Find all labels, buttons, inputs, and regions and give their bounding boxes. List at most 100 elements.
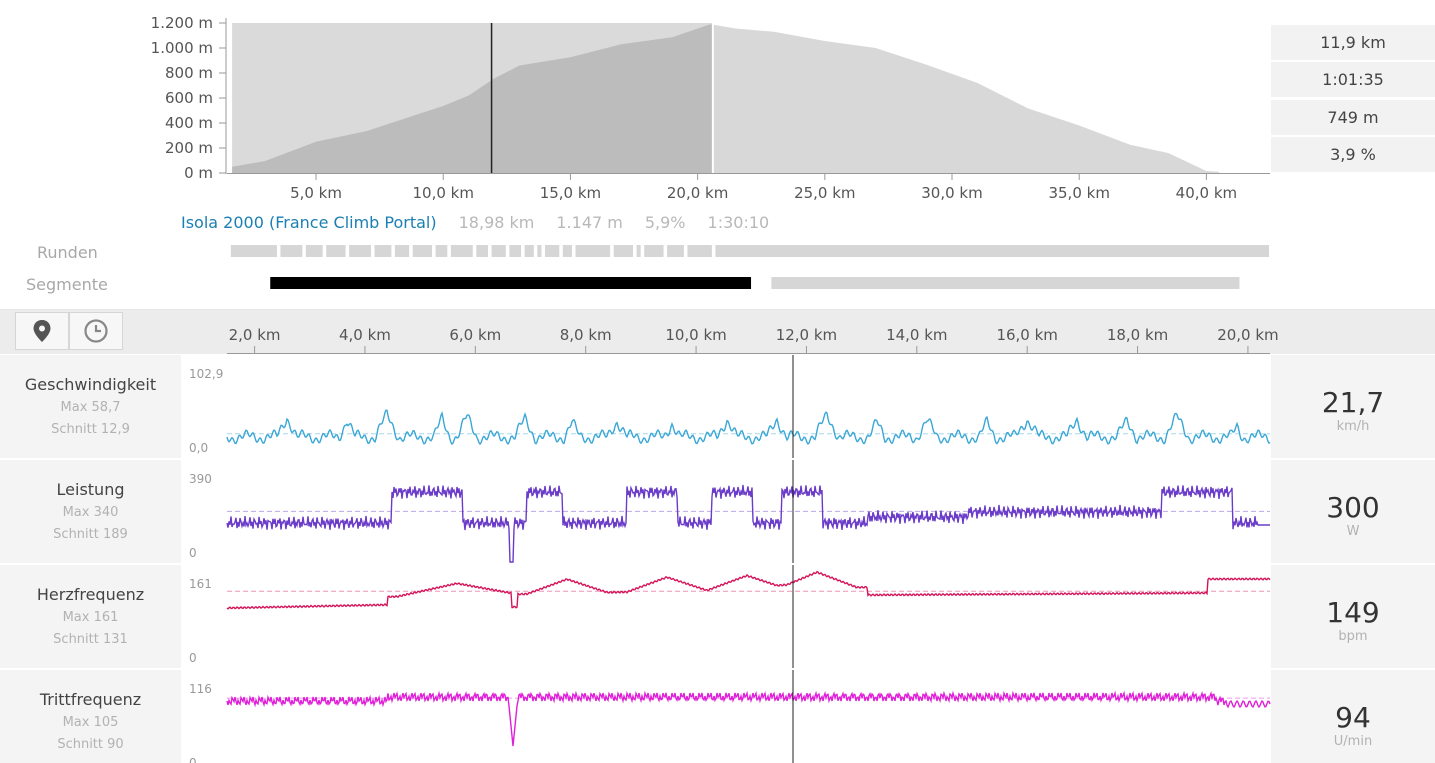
distance-axis-tick: 10,0 km [665,326,726,344]
elevation-x-tick: 10,0 km [412,184,473,202]
metric-series-line [226,409,1271,446]
distance-axis-tick: 14,0 km [886,326,947,344]
segment-time: 1:30:10 [707,213,770,232]
time-view-button[interactable] [69,312,123,350]
lap-bar[interactable] [374,245,392,257]
metric-y-min: 0 [189,756,197,763]
elevation-x-tick: 15,0 km [540,184,601,202]
lap-bar[interactable] [613,245,634,257]
lap-bar[interactable] [435,245,448,257]
clock-icon [84,319,108,343]
metric-y-min: 0 [189,651,197,665]
metric-current-value: 21,7 [1321,386,1385,419]
lap-bar[interactable] [636,245,641,257]
elevation-overview: 1.200 m 1.000 m 800 m 600 m 400 m 200 m 0 m 5,… [0,0,1435,310]
lap-bar[interactable] [326,245,346,257]
lap-bar[interactable] [562,245,572,257]
stat-duration: 1:01:35 [1271,62,1435,97]
metric-chart[interactable]: 390 0 [181,460,1271,563]
elevation-y-ticks: 1.200 m 1.000 m 800 m 600 m 400 m 200 m 0 m [151,14,227,182]
metric-y-max: 161 [189,577,212,591]
elevation-x-tick: 35,0 km [1048,184,1109,202]
metric-label-panel: Herzfrequenz Max 161 Schnitt 131 [0,565,181,668]
metric-series-line [226,690,1271,747]
metric-current-value: 149 [1326,596,1380,629]
lap-bar[interactable] [524,245,534,257]
lap-bar[interactable] [644,245,664,257]
metric-unit: bpm [1338,629,1368,644]
segment-name-link[interactable]: Isola 2000 (France Climb Portal) [181,213,437,232]
segments-label: Segmente [26,275,108,294]
metric-line-svg [226,565,1271,668]
lap-bar[interactable] [305,245,323,257]
segment-bar-active[interactable] [270,277,752,289]
metric-row-cadence: Trittfrequenz Max 105 Schnitt 90 116 0 94 U/mi… [0,670,1435,763]
segment-bar[interactable] [771,277,1240,289]
chart-toolbar: 2,0 km 4,0 km 6,0 km 8,0 km 10,0 km 12,0 km 14… [0,310,1435,354]
metric-row-hr: Herzfrequenz Max 161 Schnitt 131 161 0 149 bpm [0,565,1435,668]
metric-unit: U/min [1333,734,1373,749]
metric-max: Max 161 [62,610,119,625]
distance-axis-tick: 8,0 km [560,326,612,344]
lap-bar[interactable] [667,245,684,257]
metric-line-svg [226,460,1270,563]
lap-bar[interactable] [537,245,542,257]
elevation-y-tick: 1.200 m [151,14,213,32]
lap-bar[interactable] [394,245,410,257]
lap-bar[interactable] [715,245,1269,257]
elevation-chart[interactable]: 1.200 m 1.000 m 800 m 600 m 400 m 200 m 0 m 5,… [0,0,1435,310]
metric-unit: W [1346,524,1360,539]
stat-distance: 11,9 km [1271,25,1435,60]
map-view-button[interactable] [15,312,69,350]
segment-distance: 18,98 km [458,213,535,232]
metric-label-panel: Leistung Max 340 Schnitt 189 [0,460,181,563]
lap-bar[interactable] [230,245,277,257]
elevation-y-tick: 1.000 m [151,39,213,57]
metric-series-line [226,484,1270,563]
distance-axis-tick: 4,0 km [339,326,391,344]
metric-series-line [226,570,1271,610]
metric-unit: km/h [1336,419,1370,434]
metric-value-panel: 94 U/min [1271,670,1435,763]
elevation-x-tick: 5,0 km [290,184,342,202]
lap-bar[interactable] [575,245,611,257]
lap-bar[interactable] [450,245,473,257]
distance-axis-tick: 2,0 km [229,326,281,344]
elevation-y-tick: 400 m [165,114,213,132]
lap-bar[interactable] [476,245,489,257]
lap-bar[interactable] [509,245,522,257]
distance-axis-tick: 16,0 km [996,326,1057,344]
stat-elevation: 749 m [1271,100,1435,135]
map-pin-icon [33,320,51,342]
metric-avg: Schnitt 189 [53,527,128,542]
metric-y-max: 116 [189,682,212,696]
metric-row-power: Leistung Max 340 Schnitt 189 390 0 300 W [0,460,1435,563]
metric-y-min: 0,0 [189,441,209,455]
lap-bar[interactable] [349,245,372,257]
metric-title: Geschwindigkeit [24,375,157,394]
lap-bar[interactable] [280,245,303,257]
metric-value-panel: 21,7 km/h [1271,355,1435,458]
segment-info: Isola 2000 (France Climb Portal) 18,98 k… [181,213,769,232]
distance-axis-tick: 20,0 km [1217,326,1278,344]
lap-bar[interactable] [412,245,433,257]
elevation-profile-selected [232,24,713,173]
lap-bar[interactable] [687,245,712,257]
metric-max: Max 105 [62,715,119,730]
lap-bar[interactable] [491,245,506,257]
elevation-x-tick: 25,0 km [794,184,855,202]
lap-bar[interactable] [544,245,560,257]
metric-current-value: 300 [1326,491,1380,524]
elevation-area [232,23,1220,173]
metric-chart[interactable]: 161 0 [181,565,1271,668]
metric-value-panel: 149 bpm [1271,565,1435,668]
segment-grade: 5,9% [644,213,686,232]
elevation-x-tick: 30,0 km [921,184,982,202]
elevation-y-tick: 600 m [165,89,213,107]
metric-chart[interactable]: 116 0 [181,670,1271,763]
metric-chart[interactable]: 102,9 0,0 [181,355,1271,458]
stat-grade: 3,9 % [1271,137,1435,172]
elevation-x-ticks: 5,0 km 10,0 km 15,0 km 20,0 km 25,0 km 30,0 k… [227,173,1270,202]
metric-avg: Schnitt 12,9 [51,422,130,437]
laps-segments-bars [230,245,1269,289]
